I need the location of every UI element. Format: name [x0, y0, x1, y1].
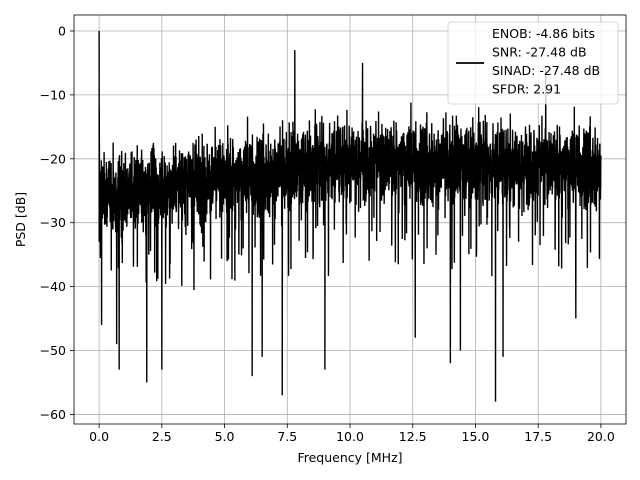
- y-tick-label: −60: [40, 407, 66, 422]
- x-tick-label: 20.0: [587, 429, 615, 444]
- x-tick-label: 17.5: [524, 429, 552, 444]
- x-axis-label: Frequency [MHz]: [297, 450, 402, 465]
- x-tick-label: 7.5: [277, 429, 297, 444]
- legend-box: [447, 21, 619, 105]
- y-axis-label: PSD [dB]: [13, 192, 28, 247]
- y-tick-label: 0: [58, 23, 66, 38]
- legend-entry-line: SFDR: 2.91: [492, 82, 561, 97]
- x-tick-label: 2.5: [152, 429, 172, 444]
- legend: ENOB: -4.86 bits SNR: -27.48 dB SINAD: -27…: [447, 21, 619, 105]
- psd-series: [98, 30, 602, 402]
- x-tick-label: 0.0: [89, 429, 109, 444]
- legend-entry-line: SNR: -27.48 dB: [492, 45, 587, 60]
- y-tick-label: −10: [40, 87, 66, 102]
- x-tick-label: 12.5: [399, 429, 427, 444]
- x-tick-label: 15.0: [462, 429, 490, 444]
- psd-line: [98, 30, 602, 402]
- y-axis-ticks: 0 −10 −20 −30 −40 −50 −60: [40, 23, 74, 422]
- y-tick-label: −30: [40, 215, 66, 230]
- y-tick-label: −20: [40, 151, 66, 166]
- x-axis-ticks: 0.0 2.5 5.0 7.5 10.0 12.5 15.0 17.5 20.0: [89, 424, 615, 444]
- x-tick-label: 5.0: [215, 429, 235, 444]
- y-tick-label: −40: [40, 279, 66, 294]
- y-tick-label: −50: [40, 343, 66, 358]
- legend-entry-line: SINAD: -27.48 dB: [492, 63, 600, 78]
- legend-entry-line: ENOB: -4.86 bits: [492, 26, 595, 41]
- x-tick-label: 10.0: [336, 429, 364, 444]
